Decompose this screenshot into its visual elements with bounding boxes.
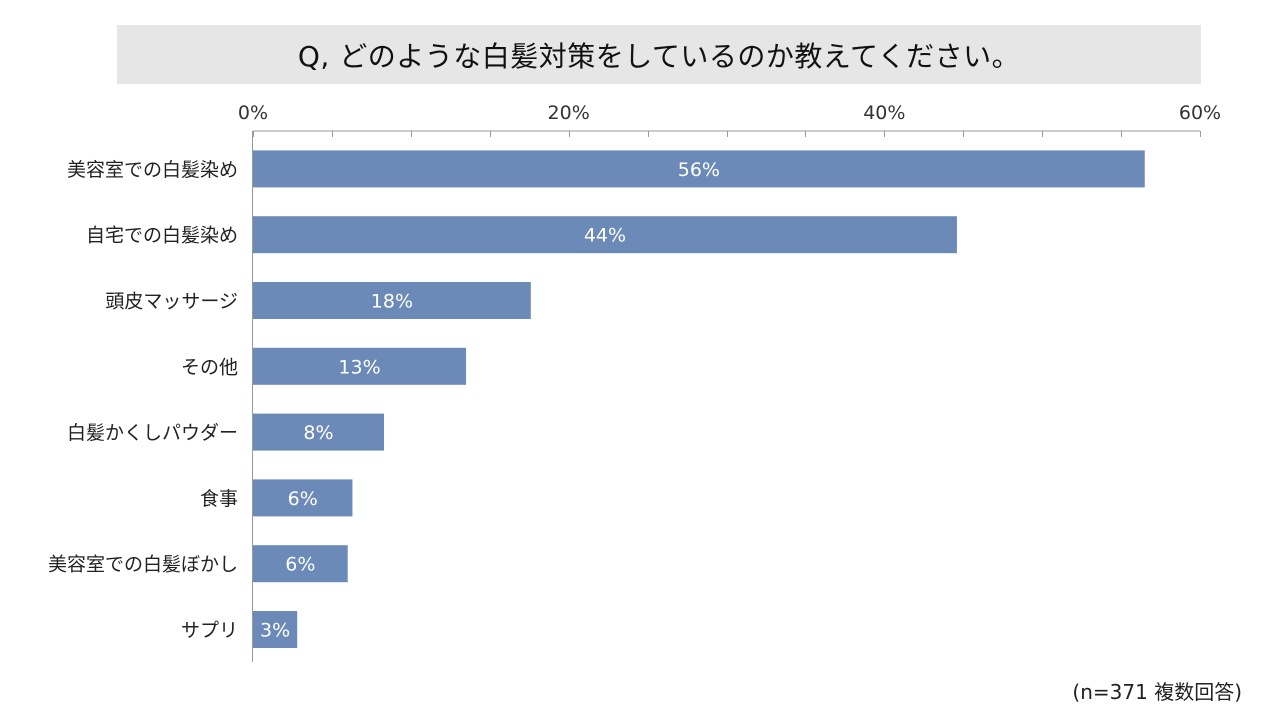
- data-label: 56%: [678, 159, 720, 181]
- category-label: 食事: [200, 488, 238, 510]
- data-label: 13%: [338, 356, 380, 378]
- bar: [253, 413, 385, 451]
- category-label: サプリ: [181, 620, 238, 642]
- data-label: 44%: [584, 225, 626, 247]
- bar: [253, 216, 957, 254]
- category-label: 美容室での白髪ぼかし: [48, 554, 238, 576]
- category-label: 自宅での白髪染め: [86, 225, 238, 247]
- chart-title: Q, どのような白髪対策をしているのか教えてください。: [297, 39, 1021, 73]
- bar: [253, 545, 348, 583]
- category-label: 美容室での白髪染め: [67, 159, 238, 181]
- data-label: 6%: [285, 554, 315, 576]
- x-tick-label: 0%: [238, 102, 268, 124]
- category-label: 頭皮マッサージ: [105, 291, 238, 313]
- bar: [253, 150, 1145, 188]
- data-label: 6%: [288, 488, 318, 510]
- sample-size-note: (n=371 複数回答): [1072, 680, 1242, 704]
- x-tick-label: 40%: [863, 102, 905, 124]
- data-label: 8%: [303, 422, 333, 444]
- data-label: 18%: [371, 291, 413, 313]
- x-tick-label: 20%: [548, 102, 590, 124]
- x-tick-label: 60%: [1179, 102, 1221, 124]
- category-label: 白髪かくしパウダー: [67, 422, 238, 444]
- bar: [253, 479, 353, 517]
- category-label: その他: [181, 356, 238, 378]
- bar: [253, 611, 298, 648]
- bar: [253, 347, 467, 385]
- bar: [253, 282, 531, 319]
- chart-title-band: Q, どのような白髪対策をしているのか教えてください。: [117, 25, 1201, 84]
- data-label: 3%: [260, 620, 290, 642]
